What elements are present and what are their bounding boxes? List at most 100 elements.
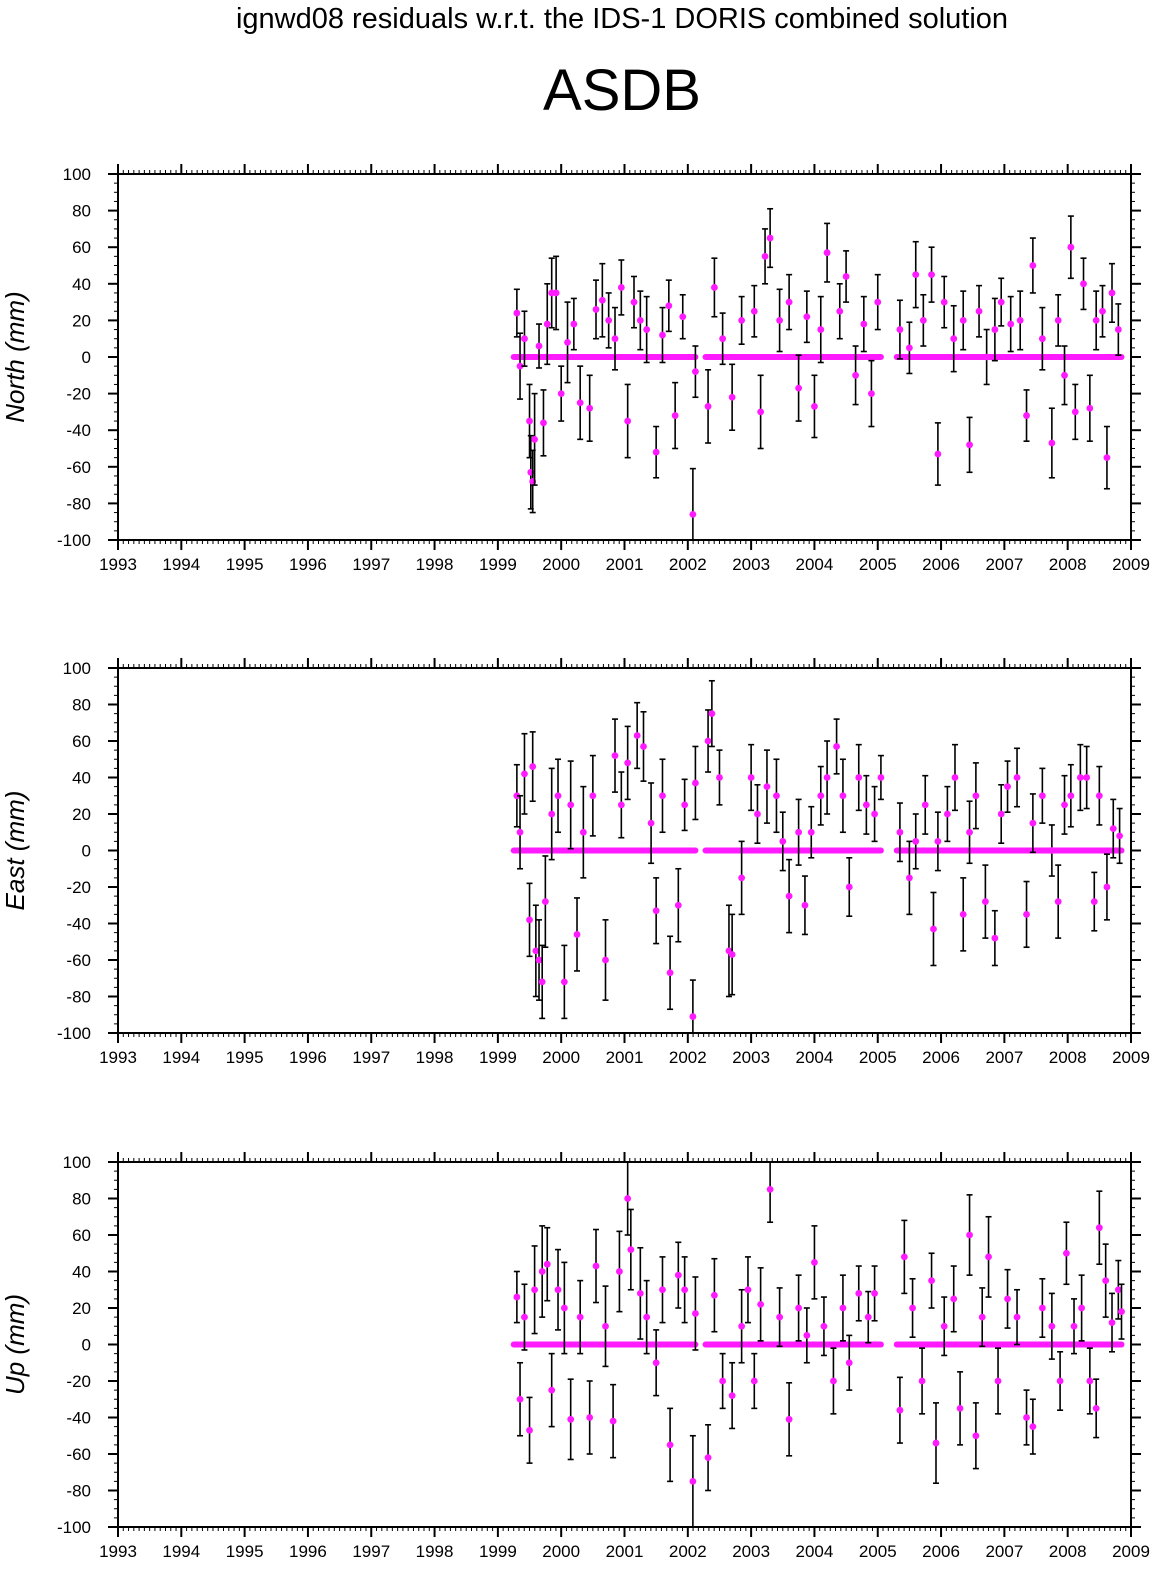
data-point — [560, 1304, 568, 1312]
data-point — [513, 1293, 521, 1301]
data-point — [1016, 317, 1024, 324]
data-point — [531, 1286, 538, 1294]
data-point — [513, 309, 521, 317]
data-point — [763, 783, 771, 791]
data-point — [1038, 335, 1046, 343]
x-tick-label: 2001 — [606, 1048, 644, 1067]
data-point — [711, 284, 718, 291]
data-point — [803, 1331, 811, 1339]
data-point — [543, 320, 551, 328]
x-tick-label: 2007 — [985, 1048, 1023, 1067]
x-tick-label: 1995 — [226, 1542, 264, 1561]
data-point — [1038, 1304, 1046, 1312]
data-point — [738, 1322, 746, 1330]
x-tick-label: 1994 — [162, 555, 200, 574]
data-point — [983, 353, 991, 361]
data-point — [1108, 289, 1116, 297]
x-tick-label: 2003 — [732, 1048, 770, 1067]
data-point — [1004, 1295, 1011, 1303]
data-point — [807, 828, 815, 836]
data-point — [959, 910, 967, 918]
data-point — [994, 1377, 1002, 1385]
data-point — [548, 1386, 556, 1394]
data-point — [1102, 1277, 1110, 1285]
data-point — [532, 947, 540, 955]
y-tick-label: 0 — [82, 348, 91, 367]
x-tick-label: 1996 — [289, 1048, 327, 1067]
data-point — [605, 317, 613, 324]
data-point — [616, 1268, 623, 1275]
x-tick-label: 1996 — [289, 555, 327, 574]
data-point — [526, 916, 533, 924]
y-tick-label: 40 — [72, 1263, 91, 1282]
x-tick-label: 2008 — [1049, 1048, 1087, 1067]
data-point — [1029, 819, 1037, 827]
y-axis-label: Up (mm) — [0, 1294, 30, 1395]
data-point — [978, 1313, 986, 1321]
x-tick-label: 1996 — [289, 1542, 327, 1561]
data-point — [602, 1322, 609, 1330]
data-point — [985, 1253, 992, 1261]
data-point — [552, 289, 560, 297]
y-tick-label: -20 — [66, 878, 91, 897]
data-point — [516, 362, 524, 370]
y-tick-label: 20 — [72, 1299, 91, 1318]
data-point — [871, 810, 878, 818]
data-point — [855, 774, 863, 781]
data-point — [659, 1286, 666, 1294]
data-point — [1076, 774, 1084, 781]
data-point — [1023, 1414, 1030, 1421]
x-tick-label: 2008 — [1049, 1542, 1087, 1561]
data-point — [1116, 832, 1124, 840]
data-point — [716, 774, 723, 781]
data-point — [776, 317, 784, 324]
data-point — [1095, 792, 1103, 800]
data-point — [554, 792, 562, 800]
data-point — [711, 1291, 718, 1299]
x-tick-label: 2005 — [859, 1542, 897, 1561]
x-tick-label: 1999 — [479, 555, 517, 574]
data-point — [766, 234, 774, 242]
y-tick-label: -40 — [66, 915, 91, 934]
data-point — [516, 1395, 524, 1403]
x-tick-label: 2003 — [732, 1542, 770, 1561]
data-point — [1118, 1308, 1125, 1316]
data-point — [811, 403, 818, 410]
data-point — [757, 1300, 765, 1308]
y-tick-label: -20 — [66, 1372, 91, 1391]
data-point — [852, 371, 859, 379]
data-point — [972, 1432, 980, 1440]
y-tick-label: 100 — [63, 659, 91, 678]
data-point — [529, 763, 537, 770]
data-point — [747, 774, 755, 781]
data-point — [1054, 898, 1062, 905]
data-point — [1103, 454, 1111, 462]
data-point — [647, 819, 655, 827]
y-tick-label: 80 — [72, 1190, 91, 1209]
x-tick-label: 2004 — [796, 1542, 834, 1561]
y-tick-label: 60 — [72, 238, 91, 257]
data-point — [704, 403, 712, 410]
data-point — [1007, 320, 1015, 328]
data-point — [896, 828, 904, 836]
x-tick-label: 2004 — [796, 555, 834, 574]
data-point — [681, 1286, 689, 1294]
x-tick-label: 1998 — [416, 555, 454, 574]
data-point — [1114, 326, 1122, 333]
data-point — [1063, 1249, 1070, 1257]
data-point — [1071, 408, 1079, 416]
data-point — [674, 901, 682, 909]
data-point — [959, 317, 967, 324]
data-point — [617, 284, 625, 291]
data-point — [918, 1377, 926, 1385]
y-tick-label: 40 — [72, 275, 91, 294]
data-point — [779, 837, 787, 845]
y-tick-label: 0 — [82, 842, 91, 861]
x-tick-label: 2001 — [606, 1542, 644, 1561]
data-point — [560, 978, 568, 986]
data-point — [679, 313, 687, 321]
data-point — [921, 801, 929, 809]
data-point — [801, 901, 809, 909]
data-point — [1095, 1224, 1103, 1232]
